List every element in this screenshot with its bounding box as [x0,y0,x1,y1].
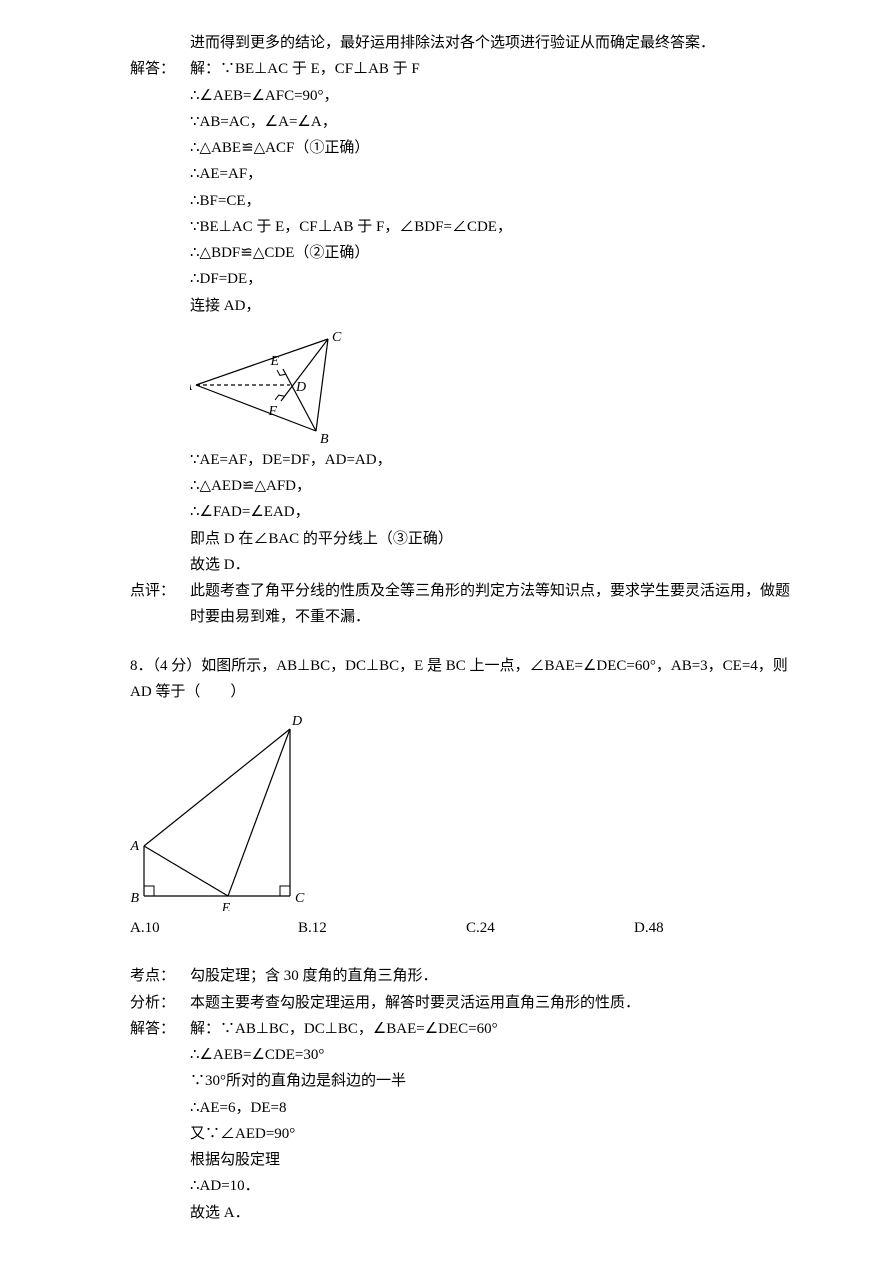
q8-option-b[interactable]: B.12 [298,915,466,941]
q8-answer-block: 解答： 解：∵AB⊥BC，DC⊥BC，∠BAE=∠DEC=60° ∴∠AEB=∠… [130,1016,802,1226]
q8-kaodian-block: 考点： 勾股定理；含 30 度角的直角三角形． [130,963,802,989]
q7-ans-l7: ∵BE⊥AC 于 E，CF⊥AB 于 F，∠BDF=∠CDE， [190,214,802,240]
q7-ans-l9: ∴DF=DE， [190,266,802,292]
q7-ans-l11: ∵AE=AF，DE=DF，AD=AD， [190,447,802,473]
q8-ans-l5: 又∵∠AED=90° [190,1121,802,1147]
svg-text:E: E [269,354,279,369]
q8-ans-l3: ∵30°所对的直角边是斜边的一半 [190,1068,802,1094]
q7-remark-body: 此题考查了角平分线的性质及全等三角形的判定方法等知识点，要求学生要灵活运用，做题… [190,578,802,631]
q8-option-a[interactable]: A.10 [130,915,298,941]
q8-ans-l8: 故选 A． [190,1200,802,1226]
q7-ans-l14: 即点 D 在∠BAC 的平分线上（③正确） [190,526,802,552]
svg-text:D: D [295,380,306,395]
q7-analysis-cont: 进而得到更多的结论，最好运用排除法对各个选项进行验证从而确定最终答案． [130,30,802,56]
q7-ans-l15: 故选 D． [190,552,802,578]
q8-options: A.10 B.12 C.24 D.48 [130,915,802,941]
q7-ans-l1: 解：∵BE⊥AC 于 E，CF⊥AB 于 F [190,56,802,82]
q8-fenxi-body: 本题主要考查勾股定理运用，解答时要灵活运用直角三角形的性质． [190,990,802,1016]
svg-text:C: C [332,330,342,345]
q8-option-d[interactable]: D.48 [634,915,802,941]
q8-fenxi-label: 分析： [130,990,190,1016]
q7-ans-l4: ∴△ABE≌△ACF（①正确） [190,135,802,161]
q7-ans-l2: ∴∠AEB=∠AFC=90°， [190,83,802,109]
q8-ans-l4: ∴AE=6，DE=8 [190,1095,802,1121]
svg-text:F: F [267,404,277,419]
svg-text:A: A [190,379,192,394]
svg-text:C: C [295,891,305,906]
q7-figure: A B C D E F [190,325,802,445]
q7-remark-label: 点评： [130,578,190,631]
q8-figure: A B C D E [130,711,802,911]
svg-text:B: B [320,432,329,445]
q7-ans-l6: ∴BF=CE， [190,188,802,214]
q8-answer-body: 解：∵AB⊥BC，DC⊥BC，∠BAE=∠DEC=60° ∴∠AEB=∠CDE=… [190,1016,802,1226]
q8-stem: 8．（4 分）如图所示，AB⊥BC，DC⊥BC，E 是 BC 上一点，∠BAE=… [130,653,802,706]
q7-answer-label: 解答： [130,56,190,578]
q8-ans-l2: ∴∠AEB=∠CDE=30° [190,1042,802,1068]
q7-ans-l10: 连接 AD， [190,293,802,319]
q7-ans-l3: ∵AB=AC，∠A=∠A， [190,109,802,135]
svg-text:D: D [291,714,302,729]
q8-fenxi-block: 分析： 本题主要考查勾股定理运用，解答时要灵活运用直角三角形的性质． [130,990,802,1016]
svg-text:E: E [221,901,231,911]
q7-answer-body: 解：∵BE⊥AC 于 E，CF⊥AB 于 F ∴∠AEB=∠AFC=90°， ∵… [190,56,802,578]
q7-ans-l8: ∴△BDF≌△CDE（②正确） [190,240,802,266]
q7-remark-block: 点评： 此题考查了角平分线的性质及全等三角形的判定方法等知识点，要求学生要灵活运… [130,578,802,631]
q7-ans-l13: ∴∠FAD=∠EAD， [190,499,802,525]
q8-kaodian-label: 考点： [130,963,190,989]
q8-option-c[interactable]: C.24 [466,915,634,941]
q8-ans-l1: 解：∵AB⊥BC，DC⊥BC，∠BAE=∠DEC=60° [190,1016,802,1042]
q8-ans-l6: 根据勾股定理 [190,1147,802,1173]
q7-answer-block: 解答： 解：∵BE⊥AC 于 E，CF⊥AB 于 F ∴∠AEB=∠AFC=90… [130,56,802,578]
q8-answer-label: 解答： [130,1016,190,1226]
q8-kaodian-body: 勾股定理；含 30 度角的直角三角形． [190,963,802,989]
q7-ans-l5: ∴AE=AF， [190,161,802,187]
q7-ans-l12: ∴△AED≌△AFD， [190,473,802,499]
svg-text:A: A [130,839,139,854]
q8-ans-l7: ∴AD=10． [190,1173,802,1199]
svg-text:B: B [130,891,139,906]
